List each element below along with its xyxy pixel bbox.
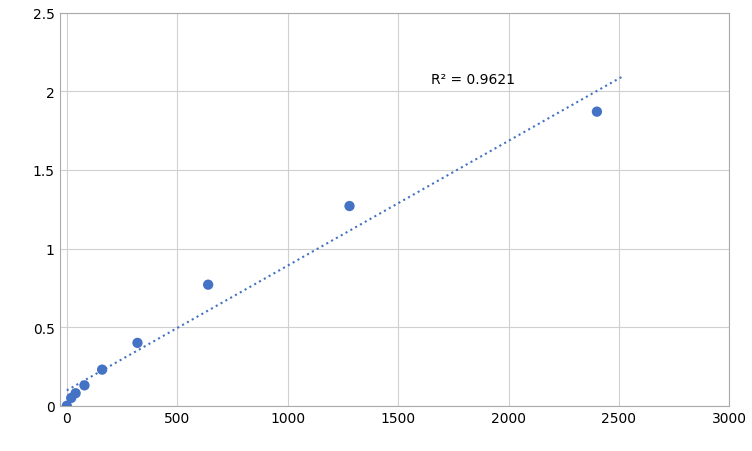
Point bbox=[591, 109, 603, 116]
Point bbox=[61, 402, 73, 410]
Point bbox=[65, 395, 77, 402]
Text: R² = 0.9621: R² = 0.9621 bbox=[431, 73, 515, 87]
Point bbox=[344, 203, 356, 210]
Point bbox=[132, 340, 144, 347]
Point bbox=[96, 366, 108, 373]
Point bbox=[202, 281, 214, 289]
Point bbox=[70, 390, 82, 397]
Point bbox=[78, 382, 90, 389]
